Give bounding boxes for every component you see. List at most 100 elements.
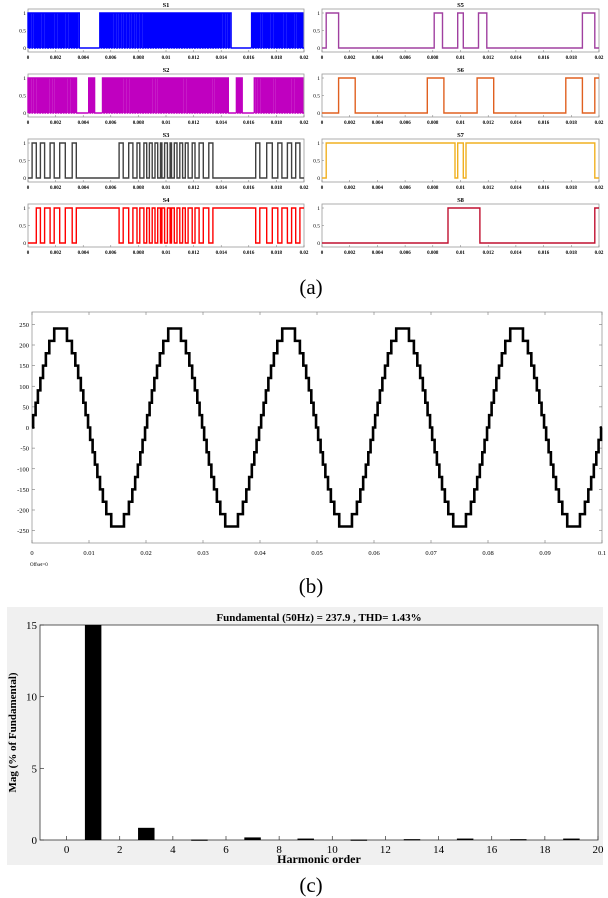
x-tick-label: 0.012 [483, 251, 495, 256]
x-tick-label: 0.016 [538, 56, 550, 61]
x-tick-label: 0.002 [344, 251, 356, 256]
x-tick-label: 0.014 [216, 186, 228, 191]
x-tick-label: 0 [321, 251, 324, 256]
x-tick-label: 8 [276, 844, 282, 856]
x-tick-label: 0.014 [216, 251, 228, 256]
x-tick-label: 0.018 [566, 251, 578, 256]
panel-a-switching-signals: S1 0 0.5 1 0 0.002 0.004 0.006 0.008 0.01 0.012 0.0… [19, 2, 604, 256]
x-tick-label: 0 [321, 56, 324, 61]
x-tick-label: 0.012 [483, 121, 495, 126]
y-tick-label: 0 [23, 176, 26, 182]
x-tick-label: 4 [170, 844, 176, 856]
x-tick-label: 0.008 [133, 56, 145, 61]
x-tick-label: 0.006 [399, 251, 411, 256]
y-tick-label: 0 [23, 241, 26, 247]
plot-frame [321, 138, 600, 183]
y-tick-label: 100 [19, 384, 29, 391]
subplot-title: S3 [163, 132, 171, 139]
bar-harmonic-7 [244, 837, 261, 840]
signal-s2: S2 0 0.5 1 0 0.002 0.004 0.006 0.008 0.01 0.012 0.0… [19, 67, 309, 126]
y-tick-label: 0 [32, 835, 38, 847]
x-tick-label: 0.008 [133, 121, 145, 126]
y-tick-label: 1 [317, 141, 320, 147]
y-tick-label: 15 [26, 620, 38, 632]
x-tick-label: 0.01 [162, 121, 171, 126]
subplot-title: S5 [457, 2, 465, 9]
signal-trace [27, 77, 304, 114]
x-tick-label: 0 [27, 186, 30, 191]
signal-trace [322, 142, 599, 179]
x-tick-label: 10 [327, 844, 339, 856]
x-tick-label: 0.02 [300, 251, 309, 256]
y-tick-label: 150 [19, 363, 29, 370]
x-tick-label: 0.014 [216, 121, 228, 126]
panel-b-output-voltage: 250 200 150 100 50 0 -50 -100 -150 -200 -250 0 0.01 0… [17, 311, 606, 568]
y-tick-label: 250 [19, 322, 29, 329]
y-tick-label: 0 [26, 425, 29, 432]
x-tick-label: 0.016 [243, 121, 255, 126]
y-tick-label: -150 [17, 487, 29, 494]
x-tick-label: 0.03 [197, 550, 208, 557]
y-tick-label: 10 [26, 692, 38, 704]
y-tick-label: 0 [23, 111, 26, 117]
x-tick-label: 0.1 [598, 550, 606, 557]
x-tick-label: 0.02 [300, 186, 309, 191]
x-tick-label: 0.02 [595, 56, 604, 61]
signal-s7: S7 0 0.5 1 0 0.002 0.004 0.006 0.008 0.01 0.012 0.0… [313, 132, 604, 191]
x-tick-label: 0.002 [344, 121, 356, 126]
x-tick-label: 0.06 [368, 550, 380, 557]
y-tick-label: 1 [23, 76, 26, 82]
x-tick-label: 0.002 [50, 251, 62, 256]
caption-b: (b) [299, 574, 324, 598]
y-tick-label: 0.5 [19, 29, 26, 35]
x-tick-label: 0 [27, 56, 30, 61]
y-tick-label: 0 [317, 46, 320, 52]
plot-frame [27, 138, 305, 183]
x-tick-label: 0.01 [456, 186, 465, 191]
x-tick-label: 0.01 [162, 186, 171, 191]
x-tick-label: 0.012 [188, 186, 200, 191]
subplot-title: S8 [457, 197, 465, 204]
panel-c-harmonic-spectrum: Fundamental (50Hz) = 237.9 , THD= 1.43% H… [7, 607, 604, 866]
x-tick-label: 0.09 [539, 550, 550, 557]
bar-harmonic-5 [191, 839, 208, 841]
bar-harmonic-3 [138, 827, 155, 840]
x-tick-label: 0.012 [188, 251, 200, 256]
x-tick-label: 0.008 [427, 251, 439, 256]
x-tick-label: 2 [117, 844, 123, 856]
signal-s6: S6 0 0.5 1 0 0.002 0.004 0.006 0.008 0.01 0.012 0.0… [313, 67, 604, 126]
y-tick-label: 0.5 [19, 94, 26, 100]
x-tick-label: 0 [64, 844, 70, 856]
x-tick-label: 0.004 [372, 56, 384, 61]
y-tick-label: 1 [317, 206, 320, 212]
y-tick-label: 1 [23, 141, 26, 147]
subplot-title: S7 [457, 132, 465, 139]
bar-harmonic-9 [297, 838, 314, 840]
x-tick-label: 0.006 [399, 121, 411, 126]
y-tick-label: 0.5 [19, 224, 26, 230]
signal-trace [28, 207, 304, 244]
x-tick-label: 0.018 [271, 186, 283, 191]
y-tick-label: 0.5 [313, 224, 320, 230]
x-tick-label: 0.006 [105, 56, 117, 61]
x-tick-label: 0.018 [271, 121, 283, 126]
x-tick-label: 0.08 [482, 550, 493, 557]
chart-title: Fundamental (50Hz) = 237.9 , THD= 1.43% [216, 612, 421, 624]
x-tick-label: 0.004 [372, 121, 384, 126]
x-tick-label: 0.012 [188, 121, 200, 126]
x-tick-label: 0.012 [483, 186, 495, 191]
x-tick-label: 0.07 [425, 550, 437, 557]
x-axis-label: Harmonic order [277, 852, 361, 866]
x-tick-label: 0.014 [510, 56, 522, 61]
signal-trace [322, 12, 599, 49]
x-tick-label: 0.018 [566, 186, 578, 191]
signal-s1: S1 0 0.5 1 0 0.002 0.004 0.006 0.008 0.01 0.012 0.0… [19, 2, 309, 61]
x-tick-label: 0.02 [300, 56, 309, 61]
x-tick-label: 0.02 [595, 251, 604, 256]
x-tick-label: 0.01 [456, 121, 465, 126]
bar-harmonic-1 [84, 625, 102, 840]
x-tick-label: 0.016 [538, 186, 550, 191]
x-tick-label: 0.008 [427, 186, 439, 191]
x-tick-label: 18 [539, 844, 551, 856]
